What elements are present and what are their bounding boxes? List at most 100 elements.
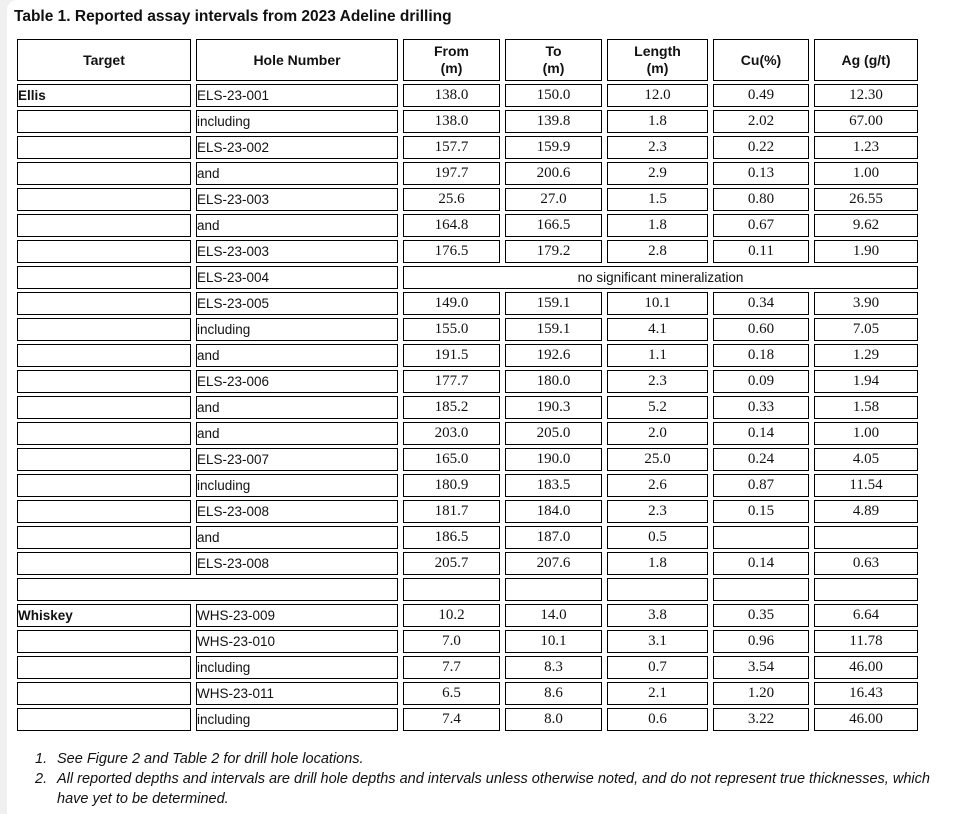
footnote-1: 1. See Figure 2 and Table 2 for drill ho… [35,749,940,769]
hole-cell: ELS-23-004 [196,266,398,289]
target-cell [17,240,191,263]
cu-cell: 0.11 [713,240,809,263]
hole-cell: including [196,318,398,341]
cu-cell: 1.20 [713,682,809,705]
ag-cell: 4.05 [814,448,918,471]
from-cell: 10.2 [403,604,500,627]
table-row: and 197.7 200.6 2.9 0.13 1.00 [17,162,918,185]
from-cell: 177.7 [403,370,500,393]
cu-cell: 0.15 [713,500,809,523]
length-cell: 12.0 [607,84,708,107]
table-row: and 164.8 166.5 1.8 0.67 9.62 [17,214,918,237]
target-cell [17,630,191,653]
hole-cell: including [196,474,398,497]
table-row: ELS-23-004 no significant mineralization [17,266,918,289]
to-cell: 179.2 [505,240,602,263]
from-cell: 185.2 [403,396,500,419]
target-cell [17,344,191,367]
to-cell: 159.1 [505,292,602,315]
length-cell: 25.0 [607,448,708,471]
target-cell: Whiskey [17,604,191,627]
table-row: Ellis ELS-23-001 138.0 150.0 12.0 0.49 12.30 [17,84,918,107]
cu-cell: 0.60 [713,318,809,341]
to-cell: 192.6 [505,344,602,367]
ag-cell: 6.64 [814,604,918,627]
cu-cell: 0.67 [713,214,809,237]
cu-cell: 3.54 [713,656,809,679]
length-cell: 2.6 [607,474,708,497]
hole-cell: WHS-23-009 [196,604,398,627]
to-cell [505,578,602,601]
target-cell [17,396,191,419]
to-cell: 159.1 [505,318,602,341]
from-cell: 180.9 [403,474,500,497]
hole-cell: including [196,110,398,133]
to-cell: 8.0 [505,708,602,731]
to-cell: 27.0 [505,188,602,211]
hole-cell: ELS-23-003 [196,188,398,211]
ag-cell: 1.29 [814,344,918,367]
target-cell [17,214,191,237]
target-cell [17,656,191,679]
table-row: ELS-23-003 25.6 27.0 1.5 0.80 26.55 [17,188,918,211]
hole-cell: and [196,526,398,549]
from-cell: 149.0 [403,292,500,315]
column-header-cu-pct: Cu(%) [713,39,809,81]
length-cell: 2.8 [607,240,708,263]
target-cell [17,318,191,341]
hole-cell: and [196,162,398,185]
target-cell [17,370,191,393]
length-cell: 1.8 [607,110,708,133]
header-row: Target Hole Number From (m) To (m) Length (m) Cu… [17,39,918,81]
table-row: including 138.0 139.8 1.8 2.02 67.00 [17,110,918,133]
cu-cell: 0.22 [713,136,809,159]
cu-cell: 0.87 [713,474,809,497]
footnotes: 1. See Figure 2 and Table 2 for drill ho… [35,749,940,809]
column-header-from-m: From (m) [403,39,500,81]
hole-cell: ELS-23-008 [196,552,398,575]
ag-cell: 11.78 [814,630,918,653]
cu-cell: 2.02 [713,110,809,133]
cu-cell: 0.09 [713,370,809,393]
table-row: ELS-23-006 177.7 180.0 2.3 0.09 1.94 [17,370,918,393]
ag-cell: 4.89 [814,500,918,523]
hole-cell: WHS-23-010 [196,630,398,653]
footnote-number: 1. [35,751,48,767]
column-header-target: Target [17,39,191,81]
ag-cell: 1.00 [814,162,918,185]
table-row: and 185.2 190.3 5.2 0.33 1.58 [17,396,918,419]
ag-cell: 26.55 [814,188,918,211]
target-cell [17,526,191,549]
from-cell: 6.5 [403,682,500,705]
hole-cell: ELS-23-002 [196,136,398,159]
footnote-number: 2. [35,771,48,787]
hole-cell: and [196,396,398,419]
table-row: including 7.7 8.3 0.7 3.54 46.00 [17,656,918,679]
to-cell: 180.0 [505,370,602,393]
hole-cell: ELS-23-005 [196,292,398,315]
to-cell: 14.0 [505,604,602,627]
length-cell [607,578,708,601]
ag-cell: 11.54 [814,474,918,497]
to-cell: 190.3 [505,396,602,419]
ag-cell: 16.43 [814,682,918,705]
cu-cell [713,578,809,601]
length-cell: 2.3 [607,136,708,159]
target-cell [17,162,191,185]
hole-cell: ELS-23-007 [196,448,398,471]
from-cell [403,578,500,601]
from-cell: 186.5 [403,526,500,549]
hole-cell: ELS-23-001 [196,84,398,107]
target-cell: Ellis [17,84,191,107]
table-row: WHS-23-011 6.5 8.6 2.1 1.20 16.43 [17,682,918,705]
from-cell: 155.0 [403,318,500,341]
ag-cell: 0.63 [814,552,918,575]
from-cell: 205.7 [403,552,500,575]
length-cell: 0.6 [607,708,708,731]
to-cell: 183.5 [505,474,602,497]
ag-cell: 46.00 [814,656,918,679]
hole-cell: and [196,422,398,445]
table-row: ELS-23-007 165.0 190.0 25.0 0.24 4.05 [17,448,918,471]
target-cell [17,110,191,133]
cu-cell: 0.96 [713,630,809,653]
